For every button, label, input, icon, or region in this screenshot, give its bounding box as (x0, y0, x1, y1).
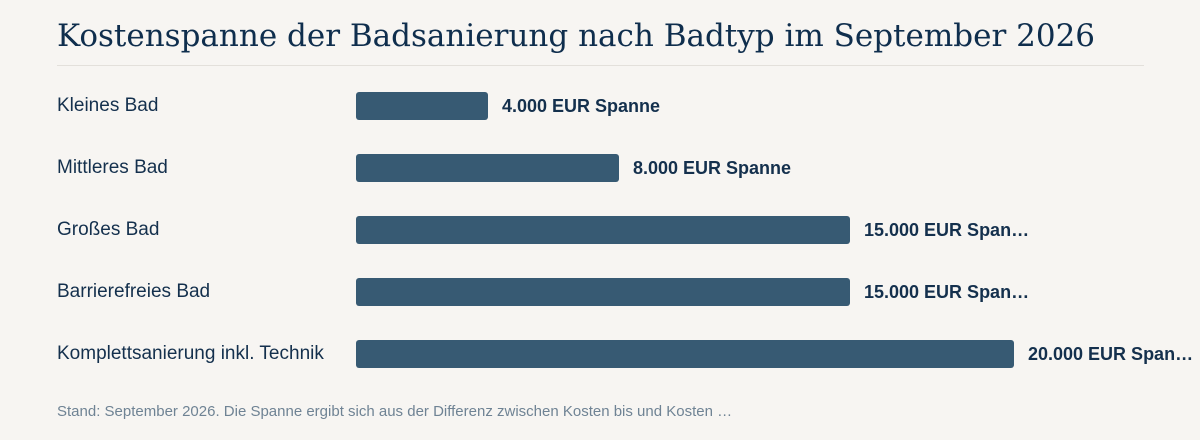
bar-row: Kleines Bad 4.000 EUR Spanne (0, 90, 1200, 122)
bar-row: Barrierefreies Bad 15.000 EUR Span… (0, 276, 1200, 308)
bar (356, 216, 850, 244)
value-label: 4.000 EUR Spanne (502, 96, 661, 116)
value-label: 8.000 EUR Spanne (633, 158, 792, 178)
value-label: 20.000 EUR Span… (1028, 344, 1194, 364)
category-label: Komplettsanierung inkl. Technik (57, 343, 324, 364)
title-divider (57, 65, 1144, 66)
category-label: Mittleres Bad (57, 157, 168, 178)
bar (356, 92, 488, 120)
bar (356, 278, 850, 306)
value-label: 15.000 EUR Span… (864, 282, 1030, 302)
footnote: Stand: September 2026. Die Spanne ergibt… (57, 403, 733, 420)
chart-title: Kostenspanne der Badsanierung nach Badty… (57, 18, 1096, 54)
category-label: Barrierefreies Bad (57, 281, 211, 302)
bar-row: Großes Bad 15.000 EUR Span… (0, 214, 1200, 246)
category-label: Großes Bad (57, 219, 160, 240)
value-label: 15.000 EUR Span… (864, 220, 1030, 240)
category-label: Kleines Bad (57, 95, 159, 116)
bar-row: Mittleres Bad 8.000 EUR Spanne (0, 152, 1200, 184)
bar-row: Komplettsanierung inkl. Technik 20.000 EU… (0, 338, 1200, 370)
bar (356, 340, 1014, 368)
bar (356, 154, 619, 182)
